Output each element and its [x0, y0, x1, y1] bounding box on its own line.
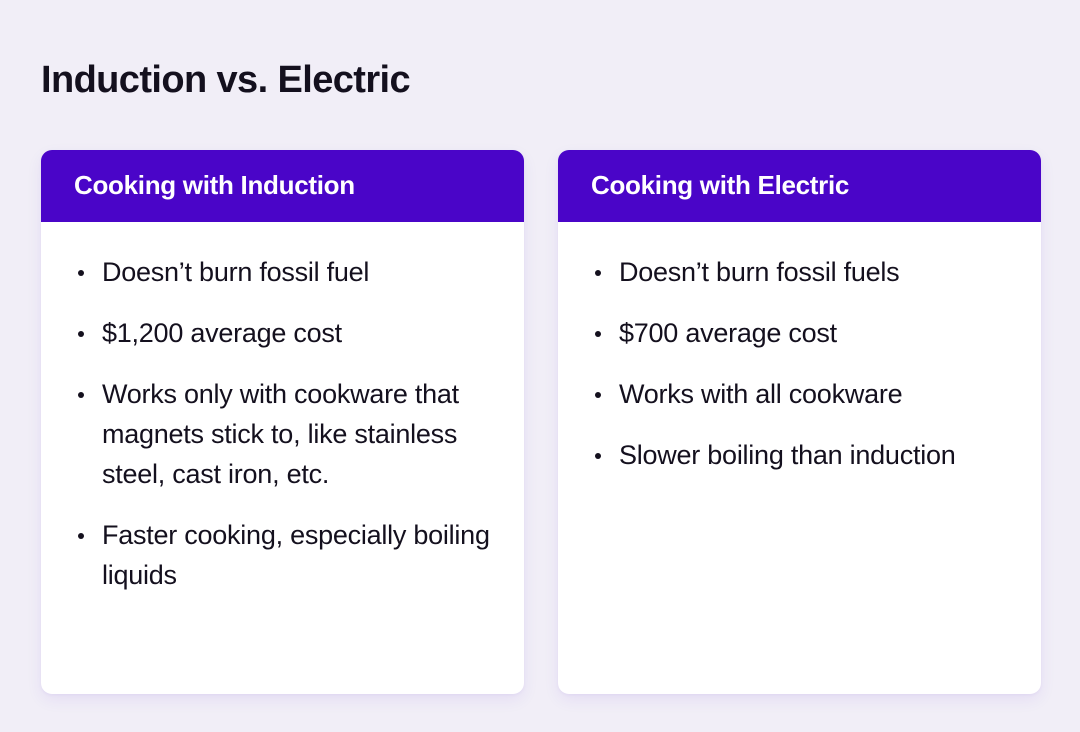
card-header-title-electric: Cooking with Electric	[591, 170, 850, 201]
card-header-induction: Cooking with Induction	[41, 150, 524, 222]
page-title: Induction vs. Electric	[41, 59, 411, 101]
bullet-dot-icon	[78, 331, 84, 337]
bullet-dot-icon	[78, 392, 84, 398]
list-item-text: Doesn’t burn fossil fuel	[102, 257, 370, 287]
list-item: Doesn’t burn fossil fuel	[74, 252, 491, 292]
card-body-electric: Doesn’t burn fossil fuels $700 average c…	[558, 222, 1041, 694]
card-header-electric: Cooking with Electric	[558, 150, 1041, 222]
bullet-dot-icon	[595, 331, 601, 337]
list-item: Works only with cookware that magnets st…	[74, 374, 491, 494]
list-item-text: $1,200 average cost	[102, 318, 342, 348]
list-item-text: Doesn’t burn fossil fuels	[619, 257, 900, 287]
bullet-list-electric: Doesn’t burn fossil fuels $700 average c…	[591, 252, 1008, 475]
bullet-dot-icon	[78, 533, 84, 539]
list-item: Works with all cookware	[591, 374, 1008, 414]
list-item-text: Faster cooking, especially boiling liqui…	[102, 520, 490, 590]
list-item: $700 average cost	[591, 313, 1008, 353]
card-induction: Cooking with Induction Doesn’t burn foss…	[41, 150, 524, 694]
list-item-text: Works only with cookware that magnets st…	[102, 379, 459, 489]
card-electric: Cooking with Electric Doesn’t burn fossi…	[558, 150, 1041, 694]
list-item: Doesn’t burn fossil fuels	[591, 252, 1008, 292]
list-item-text: Slower boiling than induction	[619, 440, 956, 470]
bullet-dot-icon	[78, 270, 84, 276]
list-item: Slower boiling than induction	[591, 435, 1008, 475]
bullet-list-induction: Doesn’t burn fossil fuel $1,200 average …	[74, 252, 491, 595]
bullet-dot-icon	[595, 270, 601, 276]
list-item: Faster cooking, especially boiling liqui…	[74, 515, 491, 595]
list-item-text: Works with all cookware	[619, 379, 903, 409]
card-header-title-induction: Cooking with Induction	[74, 170, 355, 201]
list-item-text: $700 average cost	[619, 318, 837, 348]
bullet-dot-icon	[595, 453, 601, 459]
list-item: $1,200 average cost	[74, 313, 491, 353]
bullet-dot-icon	[595, 392, 601, 398]
card-body-induction: Doesn’t burn fossil fuel $1,200 average …	[41, 222, 524, 694]
comparison-card-group: Cooking with Induction Doesn’t burn foss…	[41, 150, 1041, 694]
